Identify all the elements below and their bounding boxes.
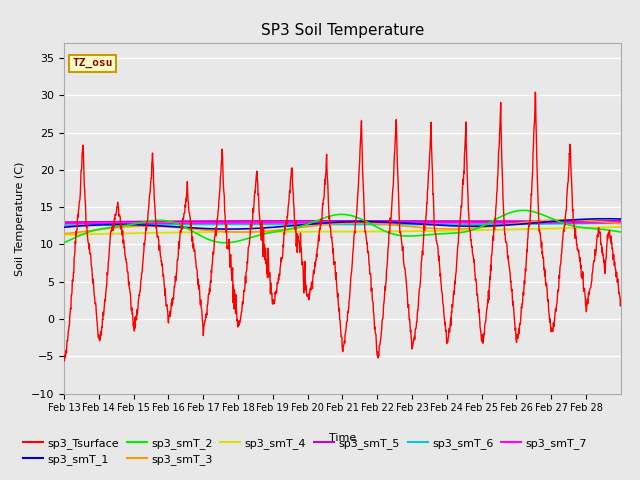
Legend: sp3_Tsurface, sp3_smT_1, sp3_smT_2, sp3_smT_3, sp3_smT_4, sp3_smT_5, sp3_smT_6, : sp3_Tsurface, sp3_smT_1, sp3_smT_2, sp3_…	[19, 433, 591, 469]
Text: TZ_osu: TZ_osu	[72, 58, 113, 68]
Title: SP3 Soil Temperature: SP3 Soil Temperature	[260, 23, 424, 38]
Y-axis label: Soil Temperature (C): Soil Temperature (C)	[15, 161, 26, 276]
X-axis label: Time: Time	[329, 433, 356, 443]
